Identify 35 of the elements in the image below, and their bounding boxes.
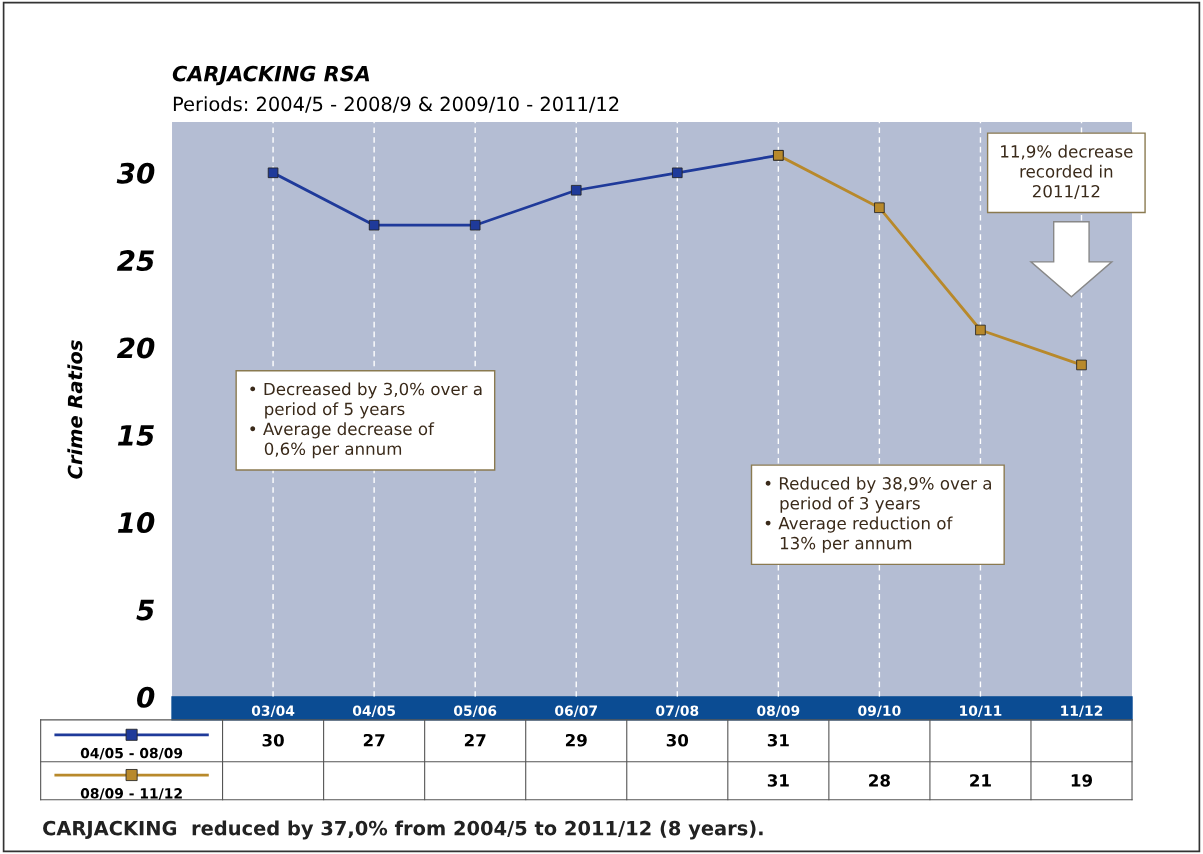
- data-label: 31: [767, 774, 789, 787]
- y-axis-title: Crime Ratios: [67, 340, 83, 479]
- y-tick-label: 5: [136, 599, 154, 621]
- annotation: 11,9% decrease recorded in 2011/12: [1001, 144, 1133, 199]
- data-label: 31: [767, 733, 789, 747]
- chart-title: CARJACKING RSA: [172, 65, 370, 86]
- y-tick-label: 20: [116, 337, 155, 359]
- annotation: • Reduced by 38,9% over a period of 3 years • Average reduction of 13% per annum: [765, 476, 991, 553]
- y-tick-label: 25: [116, 250, 154, 272]
- chart-subtitle: Periods: 2004/5 - 2008/9 & 2009/10 - 2011/12: [173, 96, 619, 113]
- y-tick-label: 0: [137, 686, 155, 708]
- legend-label: 04/05 - 08/09: [80, 747, 183, 760]
- x-tick-label: 10/11: [960, 705, 1002, 718]
- y-tick-label: 15: [117, 425, 154, 446]
- x-tick-label: 07/08: [656, 705, 699, 718]
- x-tick-label: 08/09: [757, 705, 800, 718]
- data-label: 30: [262, 733, 284, 747]
- data-label: 27: [363, 733, 385, 747]
- y-tick-label: 30: [116, 162, 155, 184]
- data-label: 27: [464, 733, 486, 747]
- x-tick-label: 04/05: [352, 705, 396, 718]
- legend-label: 08/09 - 11/12: [80, 788, 182, 800]
- data-label: 19: [1071, 774, 1093, 787]
- x-tick-label: 06/07: [555, 705, 597, 718]
- data-label: 28: [869, 774, 890, 787]
- x-tick-label: 05/06: [453, 705, 497, 718]
- x-tick-label: 09/10: [858, 705, 901, 718]
- x-tick-label: 03/04: [251, 705, 295, 718]
- text: CARJACKING reduced by 37,0% from 2004/5 to 2011/12 (8 years).: [43, 820, 763, 840]
- data-label: 21: [970, 774, 991, 787]
- x-tick-label: 11/12: [1061, 705, 1103, 718]
- data-label: 29: [565, 733, 587, 747]
- data-label: 30: [666, 733, 689, 747]
- y-tick-label: 10: [117, 512, 155, 534]
- annotation: • Decreased by 3,0% over a period of 5 years • Average decrease of 0,6% per annum: [250, 382, 482, 459]
